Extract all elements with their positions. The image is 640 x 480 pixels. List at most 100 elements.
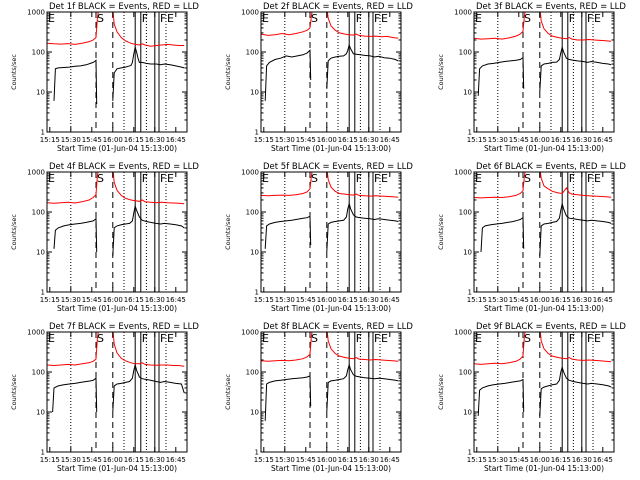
panel-title: Det 5f BLACK = Events, RED = LLD [263, 162, 413, 172]
x-tick-label: 16:45 [166, 136, 186, 144]
x-tick-label: 15:30 [61, 136, 81, 144]
series-lld-line [47, 172, 185, 205]
x-tick-label: 15:30 [275, 456, 295, 464]
x-tick-label: 15:45 [296, 456, 316, 464]
x-tick-label: 16:30 [359, 136, 379, 144]
x-axis-label: Start Time (01-Jun-04 15:13:00) [484, 464, 604, 473]
y-tick-label: 1 [255, 449, 259, 457]
event-marker-label: S [311, 172, 318, 185]
series-events-line [480, 216, 525, 253]
x-tick-label: 16:15 [338, 136, 358, 144]
y-tick-label: 100 [32, 49, 45, 57]
event-marker-label: F [160, 12, 166, 25]
y-axis-label: Counts/sec [437, 374, 445, 410]
x-tick-label: 16:30 [145, 296, 165, 304]
event-marker-label: E [594, 332, 601, 345]
event-marker-label: F [142, 12, 148, 25]
y-tick-label: 1000 [27, 9, 45, 17]
y-tick-label: 1000 [454, 9, 472, 17]
panel-det-4f: Det 4f BLACK = Events, RED = LLD 1 10 100 10… [10, 162, 199, 313]
event-marker-label: F [356, 172, 362, 185]
x-tick-label: 15:30 [275, 136, 295, 144]
series-events-line [112, 45, 185, 101]
event-marker-label: F [142, 332, 148, 345]
x-tick-label: 16:45 [380, 136, 400, 144]
event-marker-label: E [475, 332, 482, 345]
x-tick-label: 16:30 [359, 456, 379, 464]
x-tick-label: 15:15 [467, 296, 487, 304]
x-tick-label: 15:15 [467, 136, 487, 144]
event-marker-label: E [475, 172, 482, 185]
series-events-line [53, 59, 98, 105]
x-axis-label: Start Time (01-Jun-04 15:13:00) [484, 144, 604, 153]
panel-det-8f: Det 8f BLACK = Events, RED = LLD 1 10 100 10… [224, 322, 413, 473]
y-tick-label: 10 [250, 89, 259, 97]
series-events-line [326, 363, 399, 413]
series-lld-line [474, 172, 612, 199]
event-marker-label: F [587, 172, 593, 185]
x-tick-label: 15:45 [82, 296, 102, 304]
panel-title: Det 4f BLACK = Events, RED = LLD [49, 162, 199, 172]
x-tick-label: 16:30 [572, 136, 592, 144]
x-tick-label: 15:15 [467, 456, 487, 464]
series-lld-line [261, 172, 399, 198]
event-marker-label: F [569, 172, 575, 185]
event-marker-label: F [587, 12, 593, 25]
panel-det-5f: Det 5f BLACK = Events, RED = LLD 1 10 100 10… [224, 162, 413, 313]
x-tick-label: 15:30 [61, 296, 81, 304]
x-tick-label: 16:30 [359, 296, 379, 304]
x-tick-label: 15:15 [40, 456, 60, 464]
x-axis-label: Start Time (01-Jun-04 15:13:00) [271, 464, 391, 473]
event-marker-label: F [374, 12, 380, 25]
x-tick-label: 16:15 [124, 296, 144, 304]
event-marker-label: E [48, 332, 55, 345]
x-tick-label: 15:15 [40, 296, 60, 304]
y-tick-label: 10 [250, 249, 259, 257]
panel-title: Det 9f BLACK = Events, RED = LLD [476, 322, 626, 332]
series-events-line [539, 45, 612, 93]
x-tick-label: 16:15 [338, 296, 358, 304]
x-axis-label: Start Time (01-Jun-04 15:13:00) [484, 304, 604, 313]
y-tick-label: 1000 [27, 329, 45, 337]
x-axis-label: Start Time (01-Jun-04 15:13:00) [271, 304, 391, 313]
event-marker-label: S [311, 12, 318, 25]
panel-data [47, 12, 185, 105]
event-marker-label: S [311, 332, 318, 345]
y-tick-label: 100 [246, 49, 259, 57]
y-tick-label: 100 [246, 209, 259, 217]
x-axis-label: Start Time (01-Jun-04 15:13:00) [271, 144, 391, 153]
series-events-line [539, 203, 612, 256]
event-marker-label: E [381, 12, 388, 25]
x-axis-label: Start Time (01-Jun-04 15:13:00) [57, 144, 177, 153]
plot-frame [46, 11, 188, 133]
series-events-line [53, 217, 98, 253]
panel-title: Det 6f BLACK = Events, RED = LLD [476, 162, 626, 172]
series-events-line [112, 363, 185, 413]
y-tick-label: 100 [32, 369, 45, 377]
series-events-line [264, 375, 312, 421]
series-events-line [264, 215, 312, 249]
event-marker-label: S [524, 12, 531, 25]
event-marker-label: S [97, 172, 104, 185]
y-tick-label: 1 [41, 289, 45, 297]
y-tick-label: 10 [36, 409, 45, 417]
x-tick-label: 16:00 [103, 136, 123, 144]
event-marker-label: E [594, 12, 601, 25]
x-tick-label: 16:45 [380, 456, 400, 464]
panel-data [474, 172, 612, 256]
y-tick-label: 10 [463, 89, 472, 97]
x-tick-label: 16:30 [572, 296, 592, 304]
y-tick-label: 10 [463, 409, 472, 417]
x-tick-label: 15:15 [254, 136, 274, 144]
x-tick-label: 15:45 [82, 136, 102, 144]
x-tick-label: 16:00 [317, 456, 337, 464]
y-tick-label: 1000 [454, 169, 472, 177]
y-axis-label: Counts/sec [224, 374, 232, 410]
plot-frame [260, 11, 402, 133]
y-tick-label: 10 [36, 89, 45, 97]
event-marker-label: E [167, 332, 174, 345]
x-tick-label: 16:45 [380, 296, 400, 304]
y-tick-label: 1 [468, 129, 472, 137]
panel-title: Det 8f BLACK = Events, RED = LLD [263, 322, 413, 332]
